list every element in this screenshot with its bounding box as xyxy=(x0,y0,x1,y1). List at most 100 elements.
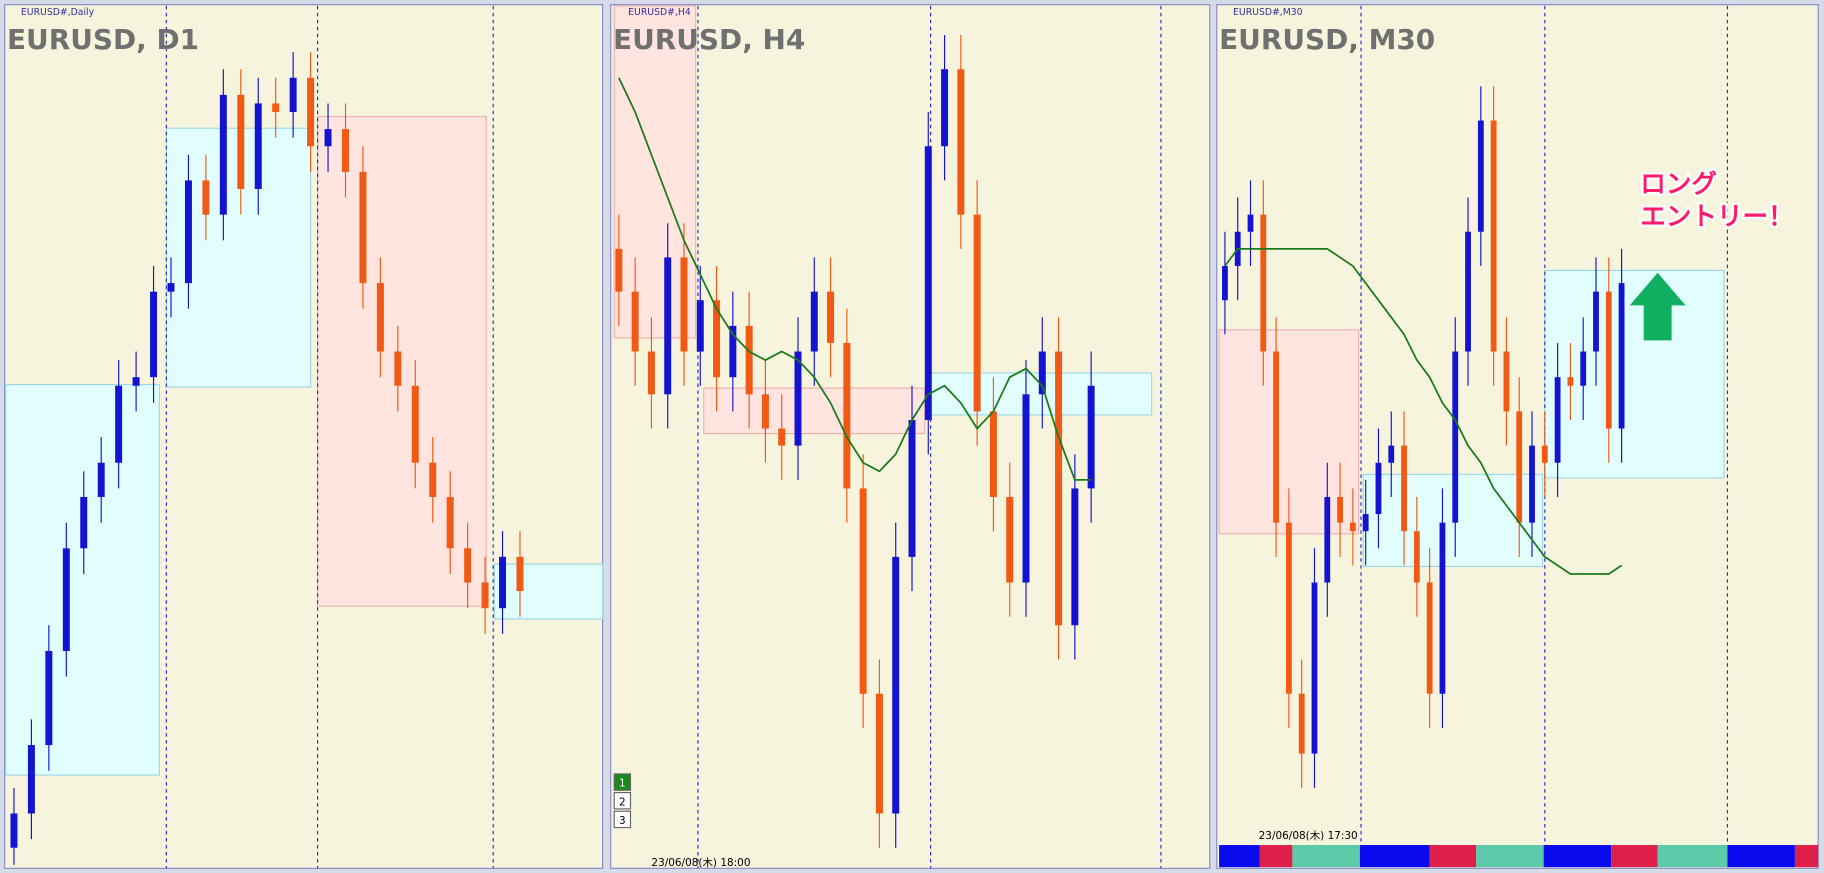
candle-body xyxy=(1038,351,1046,395)
candle-body xyxy=(941,69,949,147)
candle-body xyxy=(1375,462,1382,515)
candle-body xyxy=(499,556,507,609)
candle-body xyxy=(1298,693,1305,754)
candle-body xyxy=(1055,351,1063,626)
annotation: ロング xyxy=(1640,169,1717,199)
timestamp: 23/06/08(木) 18:00 xyxy=(651,857,750,869)
candle-body xyxy=(132,377,140,386)
candle-body xyxy=(1349,522,1356,532)
candle-body xyxy=(647,351,655,395)
moving-average xyxy=(1224,247,1623,575)
candle-body xyxy=(1477,120,1484,232)
candle-body xyxy=(97,462,105,497)
button[interactable] xyxy=(613,773,632,791)
candle-body xyxy=(680,257,688,352)
candle-body xyxy=(202,180,210,215)
candle-body xyxy=(810,291,818,352)
candle-body xyxy=(1567,377,1574,386)
candle-body xyxy=(615,248,623,292)
candle-body xyxy=(307,77,315,147)
candle-body xyxy=(1260,214,1267,352)
candle-body xyxy=(664,257,672,395)
candle-body xyxy=(1503,351,1510,412)
candle-body xyxy=(1247,214,1254,232)
candle-body xyxy=(27,745,35,814)
button[interactable] xyxy=(613,791,632,810)
candle-body xyxy=(80,496,88,549)
candle-body xyxy=(10,813,18,848)
candle-body xyxy=(237,94,245,189)
candle-body xyxy=(713,300,721,378)
button-label[interactable]: 1 xyxy=(619,778,626,790)
candle-body xyxy=(908,419,916,557)
button[interactable] xyxy=(613,810,632,829)
panel-d1 xyxy=(4,4,604,869)
candle-body xyxy=(1593,291,1599,352)
candle-body xyxy=(778,428,786,446)
candle-body xyxy=(1362,514,1369,532)
candle-body xyxy=(924,146,932,420)
candle-body xyxy=(289,77,297,112)
candle-body xyxy=(1529,445,1535,523)
chart-title: EURUSD, H4 xyxy=(613,23,805,56)
candle-body xyxy=(1452,351,1459,523)
candle-body xyxy=(376,283,384,352)
candle-body xyxy=(464,548,472,583)
candle-body xyxy=(875,693,883,814)
candle-body xyxy=(1465,231,1471,352)
candle-body xyxy=(394,351,402,386)
button-label[interactable]: 2 xyxy=(619,796,626,808)
candle-body xyxy=(1605,291,1612,429)
candle-body xyxy=(254,103,262,189)
candle-body xyxy=(115,385,123,463)
candle-body xyxy=(1273,351,1280,523)
moving-average xyxy=(618,77,1092,481)
candle-body xyxy=(843,342,851,489)
candle-body xyxy=(219,94,227,215)
candle-body xyxy=(859,488,867,694)
candle-body xyxy=(1490,120,1497,352)
symbol-tag: EURUSD#,H4 xyxy=(628,7,691,18)
candle-body xyxy=(1222,265,1228,301)
candle-body xyxy=(989,411,997,497)
candle-body xyxy=(62,548,70,651)
candle-body xyxy=(272,103,280,112)
candle-body xyxy=(516,556,524,592)
candle-body xyxy=(446,496,454,549)
candle-body xyxy=(1285,522,1292,694)
candle-body xyxy=(1516,411,1523,523)
symbol-tag: EURUSD#,M30 xyxy=(1233,7,1303,18)
candle-body xyxy=(1388,445,1395,463)
candle-body xyxy=(1426,582,1433,694)
candle-body xyxy=(1413,531,1420,583)
symbol-tag: EURUSD#,Daily xyxy=(21,7,95,18)
chart-title: EURUSD, D1 xyxy=(7,23,199,56)
zone xyxy=(316,115,487,607)
candle-body xyxy=(1554,377,1561,463)
candle-body xyxy=(729,325,737,378)
marks xyxy=(10,34,1625,865)
timestamp: 23/06/08(木) 17:30 xyxy=(1259,830,1358,842)
candle-body xyxy=(631,291,639,352)
candle-body xyxy=(1580,351,1587,386)
candle-body xyxy=(359,171,367,284)
candle-body xyxy=(342,129,349,172)
color-strip xyxy=(1219,845,1819,868)
candle-body xyxy=(1022,394,1030,583)
buttons: 1 2 3 xyxy=(613,773,632,829)
candle-body xyxy=(1324,496,1331,583)
candle-body xyxy=(1087,385,1095,489)
zone xyxy=(5,384,160,776)
button-label[interactable]: 3 xyxy=(619,815,626,827)
candle-body xyxy=(1311,582,1318,754)
candle-body xyxy=(1337,496,1343,523)
candle-body xyxy=(150,291,158,378)
candle-body xyxy=(957,69,965,215)
chart-title: EURUSD, M30 xyxy=(1219,23,1435,56)
candle-body xyxy=(973,214,981,412)
candle-body xyxy=(1006,496,1014,583)
candle-body xyxy=(794,351,802,446)
zone xyxy=(703,387,926,435)
candle-body xyxy=(411,385,419,463)
candle-body xyxy=(1618,283,1625,429)
